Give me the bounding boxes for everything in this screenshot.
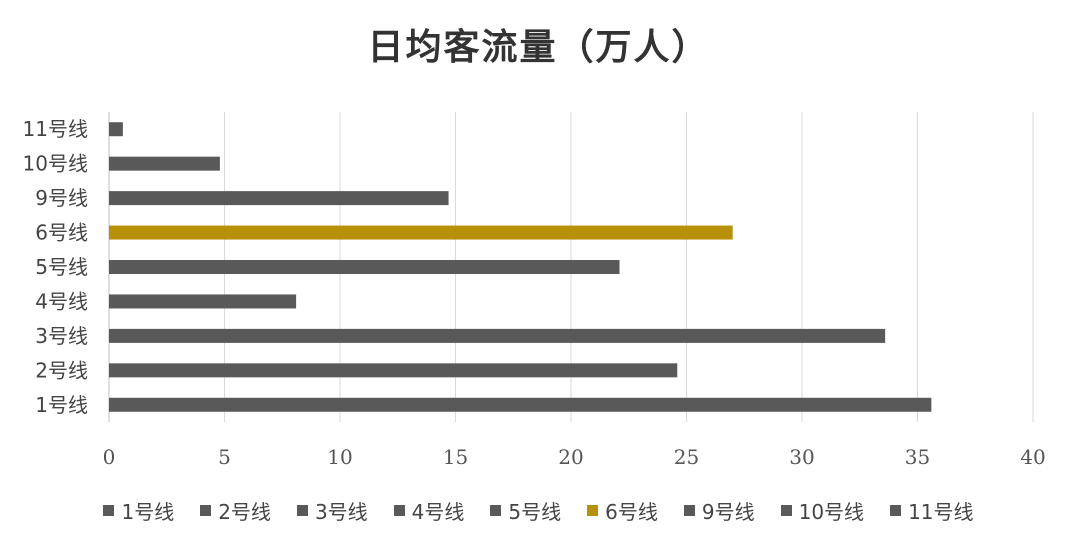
legend-item: 10号线 <box>780 496 865 525</box>
legend-label: 2号线 <box>218 499 271 524</box>
legend-swatch <box>103 504 115 516</box>
bars <box>109 122 932 412</box>
legend-label: 1号线 <box>121 499 175 524</box>
legend-label: 11号线 <box>908 499 974 524</box>
legend-swatch <box>587 504 599 516</box>
x-tick-label: 20 <box>558 445 583 469</box>
legend-item: 6号线 <box>587 496 658 525</box>
category-label: 2号线 <box>35 358 88 382</box>
bar-2号线 <box>109 363 678 378</box>
bar-10号线 <box>109 156 220 171</box>
legend-swatch <box>393 504 405 516</box>
x-tick-label: 25 <box>674 445 699 469</box>
bar-chart: 1号线 2号线 3号线 4号线 5号线 6号线 9号线 10号线 11号线 0 5 10 15 20 25… <box>23 112 1046 469</box>
category-labels: 1号线 2号线 3号线 4号线 5号线 6号线 9号线 10号线 11号线 <box>23 117 88 417</box>
legend: 1号线 2号线 3号线 4号线 5号线 6号线 9号线 10号线 11号线 <box>0 494 1077 526</box>
legend-item: 2号线 <box>200 496 271 525</box>
category-label: 1号线 <box>35 393 88 417</box>
category-label: 11号线 <box>23 117 88 141</box>
legend-label: 9号线 <box>701 499 755 524</box>
bar-6号线 <box>109 225 733 240</box>
legend-item: 5号线 <box>490 496 561 525</box>
legend-item: 4号线 <box>393 496 465 525</box>
legend-swatch <box>490 504 502 516</box>
category-label: 9号线 <box>35 186 88 210</box>
category-label: 10号线 <box>23 152 88 176</box>
category-label: 5号线 <box>35 255 88 279</box>
bar-11号线 <box>109 122 123 137</box>
legend-item: 3号线 <box>296 496 368 525</box>
legend-item: 9号线 <box>683 496 755 525</box>
legend-swatch <box>780 504 792 516</box>
x-tick-label: 30 <box>789 445 814 469</box>
bar-5号线 <box>109 260 620 274</box>
x-tick-label: 35 <box>905 445 930 469</box>
legend-label: 3号线 <box>314 499 368 524</box>
legend-swatch <box>200 504 212 516</box>
x-tick-label: 10 <box>327 445 352 469</box>
x-tick-label: 15 <box>443 445 468 469</box>
x-tick-label: 40 <box>1020 445 1045 469</box>
legend-swatch <box>683 504 695 516</box>
x-tick-label: 5 <box>218 445 231 469</box>
legend-item: 11号线 <box>890 496 974 525</box>
x-tick-label: 0 <box>103 445 116 469</box>
legend-swatch <box>890 504 902 516</box>
x-tick-labels: 0 5 10 15 20 25 30 35 40 <box>103 445 1046 469</box>
legend-label: 10号线 <box>798 499 865 524</box>
bar-4号线 <box>109 294 297 309</box>
category-label: 3号线 <box>35 324 88 348</box>
legend-item: 1号线 <box>103 496 174 525</box>
category-label: 6号线 <box>35 221 88 245</box>
category-label: 4号线 <box>35 289 88 313</box>
legend-swatch <box>296 504 308 516</box>
bar-3号线 <box>109 328 886 343</box>
legend-label: 6号线 <box>605 499 658 524</box>
legend-label: 5号线 <box>508 499 562 524</box>
bar-1号线 <box>109 397 932 412</box>
legend-label: 4号线 <box>411 499 465 524</box>
bar-9号线 <box>109 191 449 206</box>
chart-title: 日均客流量（万人） <box>367 27 710 68</box>
